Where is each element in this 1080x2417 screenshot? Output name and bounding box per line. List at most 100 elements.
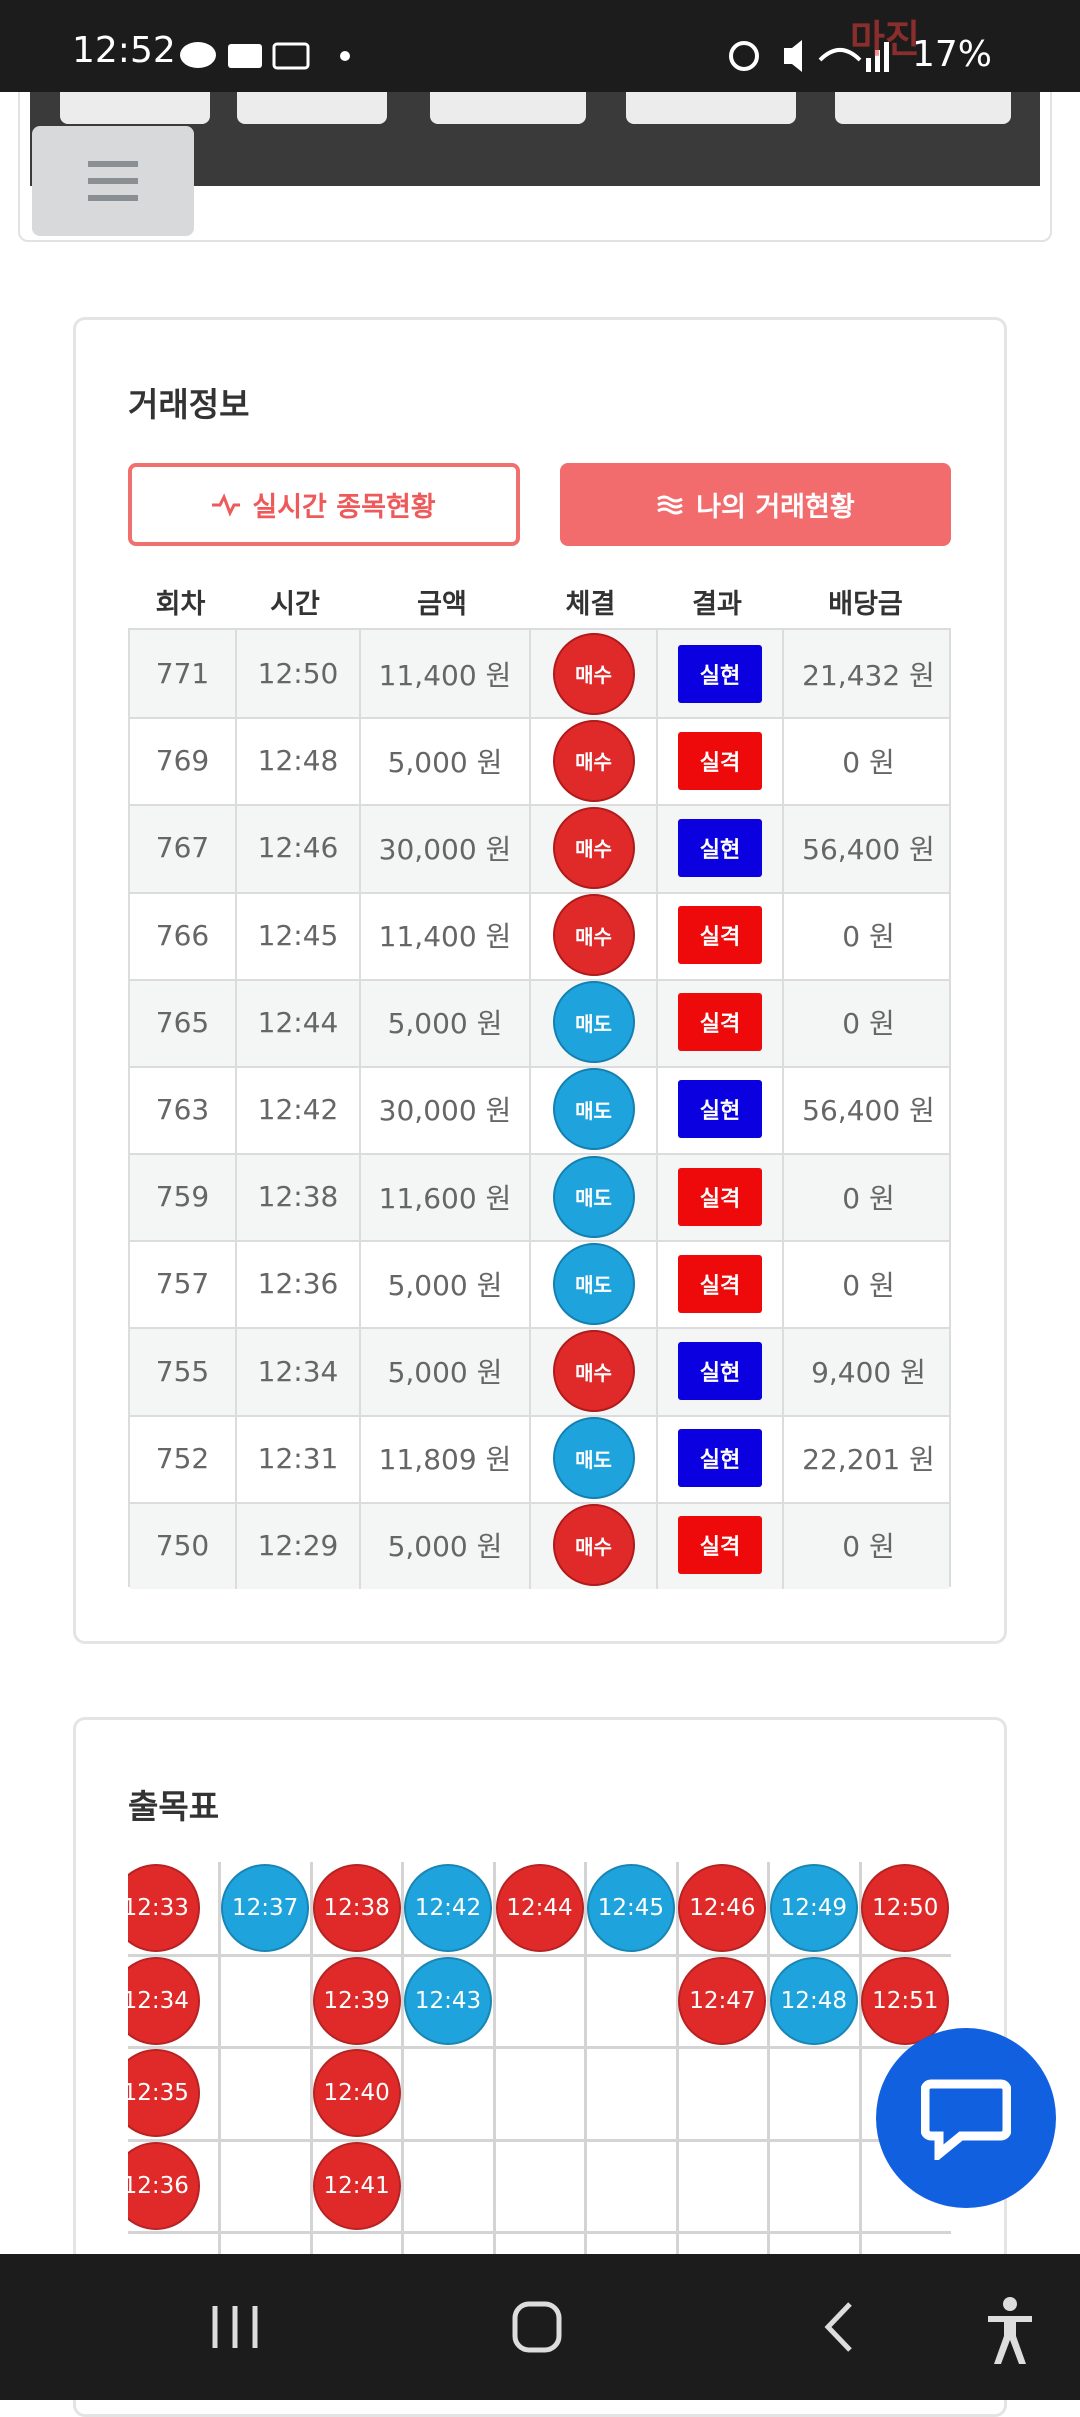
- table-row: [130, 1414, 949, 1502]
- table-cell: 12:36: [235, 1240, 359, 1328]
- table-cell: 769: [155, 744, 210, 778]
- table-cell: 12:29: [235, 1501, 359, 1589]
- table-cell: 759: [155, 1180, 210, 1214]
- table-cell: 매수: [529, 891, 656, 979]
- table-cell: 12:44: [235, 978, 359, 1066]
- recents-button[interactable]: [212, 2306, 258, 2348]
- table-cell: 11,400 원: [359, 630, 529, 718]
- table-cell: 750: [155, 1528, 210, 1562]
- table-cell: 763: [155, 1092, 210, 1126]
- nav-bar: [0, 2254, 1080, 2400]
- menu-icon: [88, 161, 138, 201]
- system-icon-set: [729, 40, 889, 72]
- trade-side-badge: 매도: [552, 1242, 635, 1325]
- board-grid-line: [858, 1862, 862, 2262]
- table-cell: 0 원: [782, 1501, 953, 1589]
- table-cell: 실현: [656, 804, 782, 892]
- accessibility-button[interactable]: [988, 2297, 1032, 2364]
- result-dot: 12:42: [404, 1864, 493, 1953]
- result-badge: 실현: [678, 818, 762, 877]
- table-cell: 매도: [529, 1414, 656, 1502]
- table-cell: 매도: [529, 1240, 656, 1328]
- result-badge: 실격: [678, 1254, 762, 1313]
- board-grid-line: [309, 1862, 313, 2262]
- table-row: [130, 978, 949, 1066]
- table-cell: 11,600 원: [359, 1153, 529, 1241]
- table-cell: 5,000 원: [359, 717, 529, 805]
- trade-side-badge: 매수: [552, 1330, 635, 1413]
- table-cell: 실격: [656, 717, 782, 805]
- result-badge: 실현: [678, 1429, 762, 1488]
- chat-button[interactable]: [876, 2028, 1056, 2208]
- table-row: [130, 1065, 949, 1154]
- result-dot: 12:41: [312, 2141, 401, 2230]
- trade-side-badge: 매도: [552, 1068, 635, 1151]
- result-dot: 12:43: [404, 1956, 493, 2045]
- table-cell: 0 원: [782, 1153, 953, 1241]
- table-row: [130, 1240, 949, 1328]
- table-cell: 12:48: [235, 717, 359, 805]
- tab-mine[interactable]: 나의 거래현황: [560, 463, 951, 546]
- trade-side-badge: 매수: [552, 1504, 635, 1587]
- result-dot: 12:47: [678, 1956, 767, 2045]
- table-cell: 757: [155, 1267, 210, 1301]
- board-grid-line: [128, 2231, 951, 2234]
- table-cell: 실현: [656, 1327, 782, 1415]
- result-dot: 12:37: [221, 1864, 310, 1953]
- table-cell: 11,809 원: [359, 1414, 529, 1502]
- result-dot: 12:33: [128, 1864, 200, 1953]
- table-cell: 매수: [529, 1501, 656, 1589]
- result-dot: 12:34: [128, 1956, 200, 2045]
- result-badge: 실현: [678, 644, 762, 703]
- result-dot: 12:51: [861, 1956, 950, 2045]
- pulse-icon: [212, 492, 241, 517]
- table-row: [130, 630, 949, 718]
- table-cell: 5,000 원: [359, 1501, 529, 1589]
- result-badge: 실격: [678, 1167, 762, 1226]
- table-cell: 매수: [529, 630, 656, 718]
- table-cell: 755: [155, 1354, 210, 1388]
- table-cell: 12:38: [235, 1153, 359, 1241]
- result-badge: 실현: [678, 1080, 762, 1139]
- table-cell: 실현: [656, 1065, 782, 1154]
- notification-icons: [180, 42, 350, 70]
- menu-button[interactable]: [32, 126, 194, 236]
- table-cell: 실격: [656, 1240, 782, 1328]
- nav-icons: [212, 2297, 1032, 2364]
- result-dot: 12:46: [678, 1864, 767, 1953]
- battery-level: 17%: [912, 34, 993, 75]
- table-cell: 765: [155, 1005, 210, 1039]
- table-cell: 매도: [529, 1065, 656, 1154]
- trade-side-badge: 매도: [552, 1155, 635, 1238]
- table-cell: 30,000 원: [359, 804, 529, 892]
- table-cell: 767: [155, 831, 210, 865]
- result-badge: 실현: [678, 1342, 762, 1401]
- result-board: 12:33 12:34 12:35 12:36 12:37 12:38 12:39 12:40…: [128, 1862, 951, 2262]
- table-cell: 30,000 원: [359, 1065, 529, 1154]
- table-cell: 매도: [529, 978, 656, 1066]
- table-cell: 5,000 원: [359, 1327, 529, 1415]
- system-icons: [720, 38, 890, 78]
- trade-side-badge: 매수: [552, 632, 635, 715]
- table-cell: 21,432 원: [782, 630, 953, 718]
- result-dot: 12:40: [312, 2049, 401, 2138]
- board-grid-line: [128, 1953, 951, 1957]
- table-cell: 12:46: [235, 804, 359, 892]
- trade-side-badge: 매도: [552, 981, 635, 1064]
- table-cell: 매수: [529, 804, 656, 892]
- result-dot: 12:35: [128, 2049, 200, 2138]
- home-button[interactable]: [512, 2301, 562, 2353]
- column-header: 체결: [565, 588, 616, 620]
- tab-live[interactable]: 실시간 종목현황: [128, 463, 520, 546]
- table-cell: 0 원: [782, 717, 953, 805]
- table-cell: 0 원: [782, 978, 953, 1066]
- result-dot: 12:36: [128, 2141, 200, 2230]
- table-cell: 22,201 원: [782, 1414, 953, 1502]
- back-button[interactable]: [824, 2302, 852, 2352]
- section-title: 거래정보: [128, 385, 250, 424]
- table-cell: 771: [155, 657, 210, 691]
- list-icon: [657, 495, 684, 514]
- result-dot: 12:48: [769, 1956, 858, 2045]
- table-cell: 0 원: [782, 891, 953, 979]
